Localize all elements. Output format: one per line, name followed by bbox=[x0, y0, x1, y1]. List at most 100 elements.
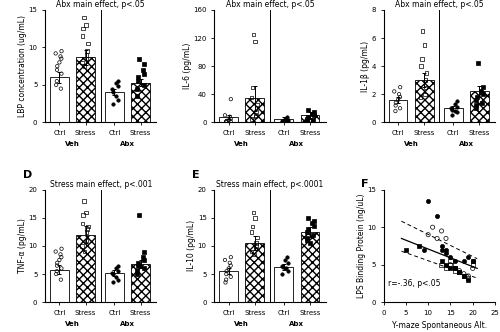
Point bbox=[82, 22, 90, 28]
Point bbox=[396, 94, 404, 100]
Point bbox=[278, 118, 285, 124]
Point bbox=[421, 92, 429, 97]
Title: Stress main effect, p<.0001: Stress main effect, p<.0001 bbox=[216, 180, 324, 189]
Point bbox=[464, 273, 472, 279]
Point bbox=[52, 82, 60, 88]
Bar bbox=[105, 92, 124, 122]
Bar bbox=[220, 117, 238, 122]
Point bbox=[109, 101, 117, 106]
Point bbox=[134, 260, 142, 266]
Point bbox=[251, 215, 259, 220]
Point bbox=[303, 116, 311, 122]
Point bbox=[310, 109, 318, 115]
Point bbox=[396, 106, 404, 111]
Point bbox=[278, 263, 285, 268]
Point bbox=[418, 56, 426, 62]
Point bbox=[227, 119, 235, 124]
Point bbox=[227, 97, 235, 102]
Point bbox=[135, 212, 143, 218]
Point bbox=[417, 63, 425, 69]
Point bbox=[224, 118, 232, 123]
Bar bbox=[105, 273, 124, 302]
Point bbox=[402, 247, 410, 252]
Point bbox=[396, 85, 404, 90]
Point bbox=[433, 236, 441, 241]
Point bbox=[278, 120, 286, 125]
Point bbox=[58, 48, 66, 54]
Point bbox=[472, 106, 480, 111]
Point bbox=[114, 277, 122, 282]
Point bbox=[80, 15, 88, 20]
Point bbox=[248, 95, 256, 100]
Point bbox=[478, 89, 486, 94]
Point bbox=[140, 257, 148, 263]
Point bbox=[140, 266, 148, 271]
Point bbox=[252, 243, 260, 249]
Point bbox=[448, 113, 456, 118]
Point bbox=[53, 78, 61, 84]
Bar bbox=[76, 57, 95, 122]
Point bbox=[56, 252, 64, 257]
Bar bbox=[415, 80, 434, 122]
Point bbox=[222, 119, 230, 124]
Point bbox=[134, 86, 141, 91]
Point bbox=[226, 116, 234, 122]
Point bbox=[433, 213, 441, 219]
Point bbox=[252, 114, 260, 120]
Point bbox=[82, 229, 90, 234]
Point bbox=[134, 263, 142, 268]
Point bbox=[58, 71, 66, 76]
Point bbox=[251, 39, 259, 44]
Title: Stress main effect, p<.001: Stress main effect, p<.001 bbox=[50, 180, 152, 189]
Title: Stress main effect, p<.05
Abx main effect, p<.05: Stress main effect, p<.05 Abx main effec… bbox=[221, 0, 319, 9]
Point bbox=[78, 243, 86, 249]
Point bbox=[112, 274, 120, 280]
Point bbox=[308, 111, 316, 117]
Point bbox=[221, 257, 229, 263]
Point bbox=[108, 86, 116, 91]
Point bbox=[114, 97, 122, 103]
Point bbox=[222, 280, 230, 285]
Point bbox=[222, 118, 230, 124]
X-axis label: Y-maze Spontaneous Alt.: Y-maze Spontaneous Alt. bbox=[392, 321, 487, 330]
Point bbox=[82, 238, 90, 243]
Point bbox=[278, 265, 286, 270]
Point bbox=[110, 271, 118, 277]
Point bbox=[135, 56, 143, 61]
Y-axis label: IL-6 (pg/mL): IL-6 (pg/mL) bbox=[183, 43, 192, 89]
Point bbox=[221, 113, 229, 118]
Point bbox=[284, 269, 292, 274]
Point bbox=[78, 60, 86, 65]
Point bbox=[52, 271, 60, 277]
Point bbox=[140, 249, 148, 254]
Point bbox=[53, 263, 61, 268]
Point bbox=[284, 118, 292, 123]
Point bbox=[57, 86, 65, 91]
Point bbox=[56, 257, 64, 263]
Point bbox=[284, 260, 292, 266]
Point bbox=[451, 266, 459, 271]
Point bbox=[114, 269, 122, 274]
Point bbox=[140, 61, 148, 66]
Point bbox=[472, 103, 480, 108]
Point bbox=[222, 269, 230, 274]
Point bbox=[84, 224, 92, 229]
Bar bbox=[76, 235, 95, 302]
Point bbox=[278, 119, 286, 124]
Point bbox=[451, 268, 459, 273]
Point bbox=[424, 232, 432, 237]
Text: Veh: Veh bbox=[234, 321, 249, 327]
Point bbox=[304, 226, 312, 232]
Point bbox=[456, 270, 464, 275]
Point bbox=[58, 255, 66, 260]
Point bbox=[422, 85, 430, 90]
Point bbox=[139, 67, 147, 73]
Text: Veh: Veh bbox=[234, 141, 249, 147]
Text: F: F bbox=[362, 179, 369, 189]
Point bbox=[112, 81, 120, 86]
Point bbox=[134, 269, 141, 274]
Point bbox=[82, 209, 90, 215]
Point bbox=[310, 224, 318, 229]
Bar bbox=[131, 264, 150, 302]
Point bbox=[250, 252, 258, 257]
